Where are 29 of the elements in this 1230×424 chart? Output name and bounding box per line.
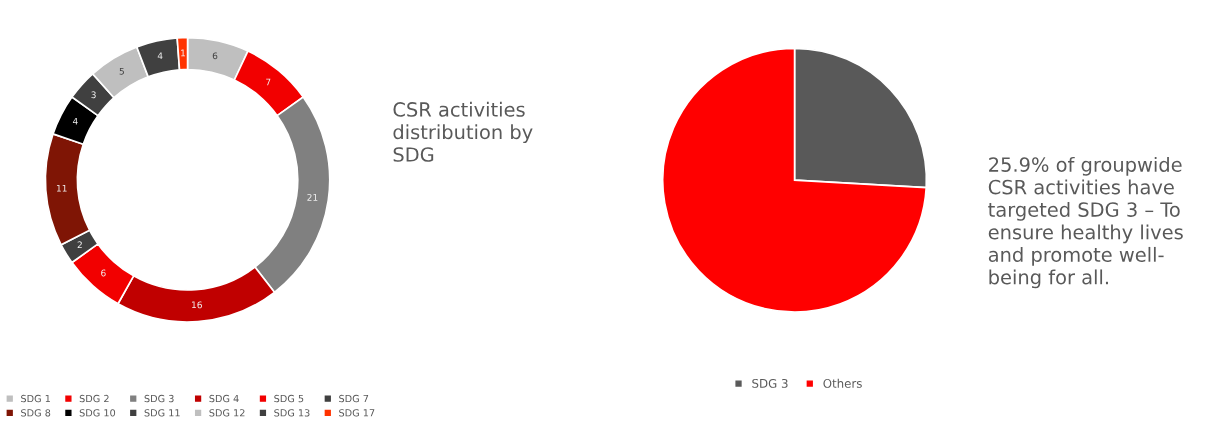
data-label: 11 [56,184,67,192]
legend-label: SDG 4 [209,394,239,403]
data-label: 3 [91,91,96,99]
legend-label: SDG 17 [339,409,375,417]
data-label: 4 [157,52,163,60]
legend-label: SDG 11 [144,409,180,417]
legend-label: SDG 8 [21,409,51,417]
data-label: 1 [181,49,185,57]
data-label: 4 [72,117,78,125]
text: CSR activities distribution by SDG [393,101,533,162]
legend-label: SDG 13 [274,409,310,417]
data-label: 2 [77,241,82,249]
legend-label: SDG 5 [274,394,304,403]
data-label: 16 [192,301,202,309]
legend-label: SDG 7 [339,394,369,403]
legend-label: SDG 1 [21,394,50,403]
pie-slice [661,47,928,313]
data-label: 6 [212,52,218,60]
data-label: 5 [119,67,124,75]
text: 25.9% of groupwide CSR activities have targeted SDG 3 – To ensure healthy lives and promote well- being for all. [988,156,1183,289]
data-label: 6 [101,269,106,277]
legend-label: SDG 3 [144,394,174,403]
data-label: 7 [266,78,271,86]
data-label: 21 [307,193,318,201]
legend-label: SDG 12 [209,409,245,417]
legend-label: SDG 2 [79,394,109,403]
legend-label: Others [823,378,862,388]
legend-label: SDG 3 [752,378,788,388]
legend-label: SDG 10 [79,409,116,417]
